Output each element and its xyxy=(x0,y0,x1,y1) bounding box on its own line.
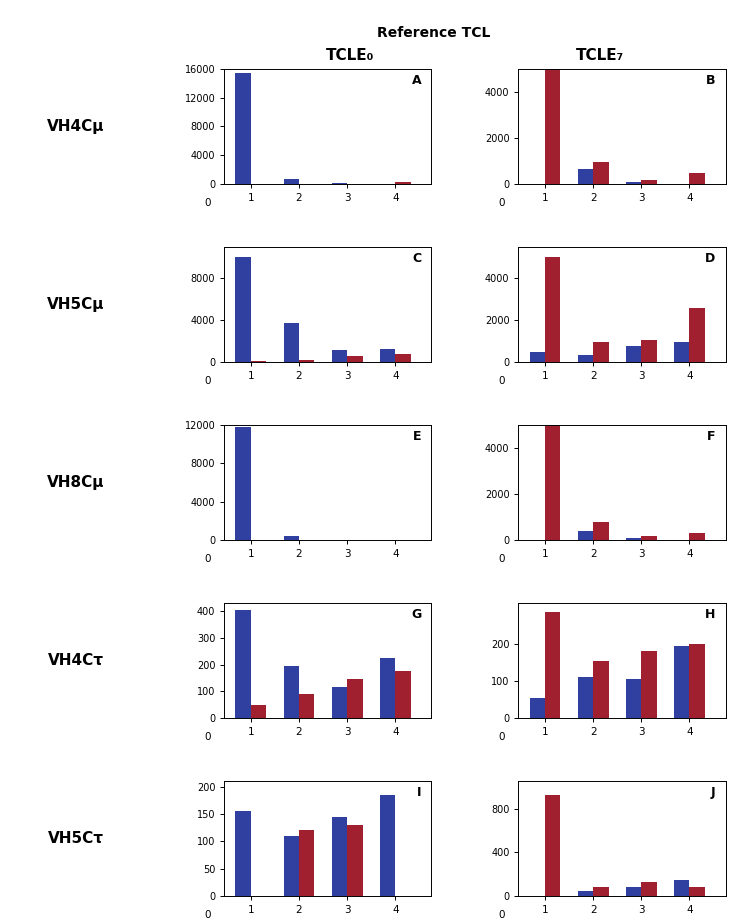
Bar xyxy=(236,427,251,539)
Text: 0: 0 xyxy=(499,732,505,742)
Bar xyxy=(577,530,593,539)
Bar xyxy=(545,795,560,896)
Bar xyxy=(299,694,314,718)
Bar xyxy=(593,887,609,896)
Bar xyxy=(690,644,705,718)
Bar xyxy=(380,795,396,896)
Bar xyxy=(236,73,251,184)
Bar xyxy=(283,836,299,896)
Bar xyxy=(332,687,347,718)
Text: TCLE₇: TCLE₇ xyxy=(576,48,625,62)
Bar xyxy=(530,698,545,718)
Bar xyxy=(545,612,560,718)
Bar xyxy=(545,276,560,539)
Bar xyxy=(641,340,657,362)
Bar xyxy=(251,361,266,362)
Bar xyxy=(347,356,363,362)
Bar xyxy=(626,538,641,539)
Bar xyxy=(593,342,609,362)
Text: 0: 0 xyxy=(205,732,211,742)
Bar xyxy=(674,879,690,896)
Text: 0: 0 xyxy=(499,198,505,208)
Text: 0: 0 xyxy=(205,376,211,386)
Text: C: C xyxy=(412,252,421,265)
Bar xyxy=(251,705,266,718)
Bar xyxy=(577,677,593,718)
Text: G: G xyxy=(411,607,421,620)
Bar xyxy=(347,679,363,718)
Bar xyxy=(593,521,609,539)
Bar xyxy=(380,349,396,362)
Bar xyxy=(545,0,560,184)
Bar xyxy=(236,610,251,718)
Bar xyxy=(577,891,593,896)
Bar xyxy=(332,817,347,896)
Bar xyxy=(347,825,363,896)
Bar xyxy=(690,308,705,362)
Text: VH4Cμ: VH4Cμ xyxy=(47,119,104,134)
Text: VH5Cμ: VH5Cμ xyxy=(47,297,104,312)
Bar xyxy=(674,342,690,362)
Bar xyxy=(283,666,299,718)
Bar xyxy=(236,257,251,362)
Text: J: J xyxy=(711,786,715,799)
Bar xyxy=(380,658,396,718)
Bar xyxy=(593,661,609,718)
Bar xyxy=(530,353,545,362)
Bar xyxy=(577,169,593,184)
Bar xyxy=(690,887,705,896)
Bar xyxy=(593,162,609,184)
Bar xyxy=(674,646,690,718)
Bar xyxy=(283,179,299,184)
Text: D: D xyxy=(705,252,715,265)
Bar xyxy=(283,536,299,539)
Text: Reference TCL: Reference TCL xyxy=(377,26,491,40)
Bar xyxy=(577,355,593,362)
Bar xyxy=(641,180,657,184)
Text: I: I xyxy=(417,786,421,799)
Text: 0: 0 xyxy=(205,910,211,919)
Text: A: A xyxy=(411,74,421,86)
Text: TCLE₀: TCLE₀ xyxy=(325,48,374,62)
Bar xyxy=(299,359,314,362)
Text: 0: 0 xyxy=(499,376,505,386)
Bar xyxy=(690,174,705,184)
Bar xyxy=(283,323,299,362)
Bar xyxy=(626,346,641,362)
Bar xyxy=(396,354,411,362)
Bar xyxy=(641,537,657,539)
Text: 0: 0 xyxy=(499,553,505,563)
Bar xyxy=(626,181,641,184)
Text: VH8Cμ: VH8Cμ xyxy=(47,475,104,490)
Bar xyxy=(332,350,347,362)
Text: VH5Cτ: VH5Cτ xyxy=(49,831,104,846)
Bar xyxy=(299,831,314,896)
Bar xyxy=(641,652,657,718)
Bar xyxy=(396,182,411,184)
Bar xyxy=(690,533,705,539)
Bar xyxy=(236,811,251,896)
Text: 0: 0 xyxy=(205,553,211,563)
Bar xyxy=(626,887,641,896)
Bar xyxy=(396,671,411,718)
Text: VH4Cτ: VH4Cτ xyxy=(49,653,104,668)
Text: 0: 0 xyxy=(205,198,211,208)
Text: B: B xyxy=(705,74,715,86)
Text: H: H xyxy=(705,607,715,620)
Bar xyxy=(626,679,641,718)
Bar xyxy=(545,257,560,362)
Bar xyxy=(641,882,657,896)
Text: E: E xyxy=(413,429,421,443)
Text: F: F xyxy=(707,429,715,443)
Text: 0: 0 xyxy=(499,910,505,919)
